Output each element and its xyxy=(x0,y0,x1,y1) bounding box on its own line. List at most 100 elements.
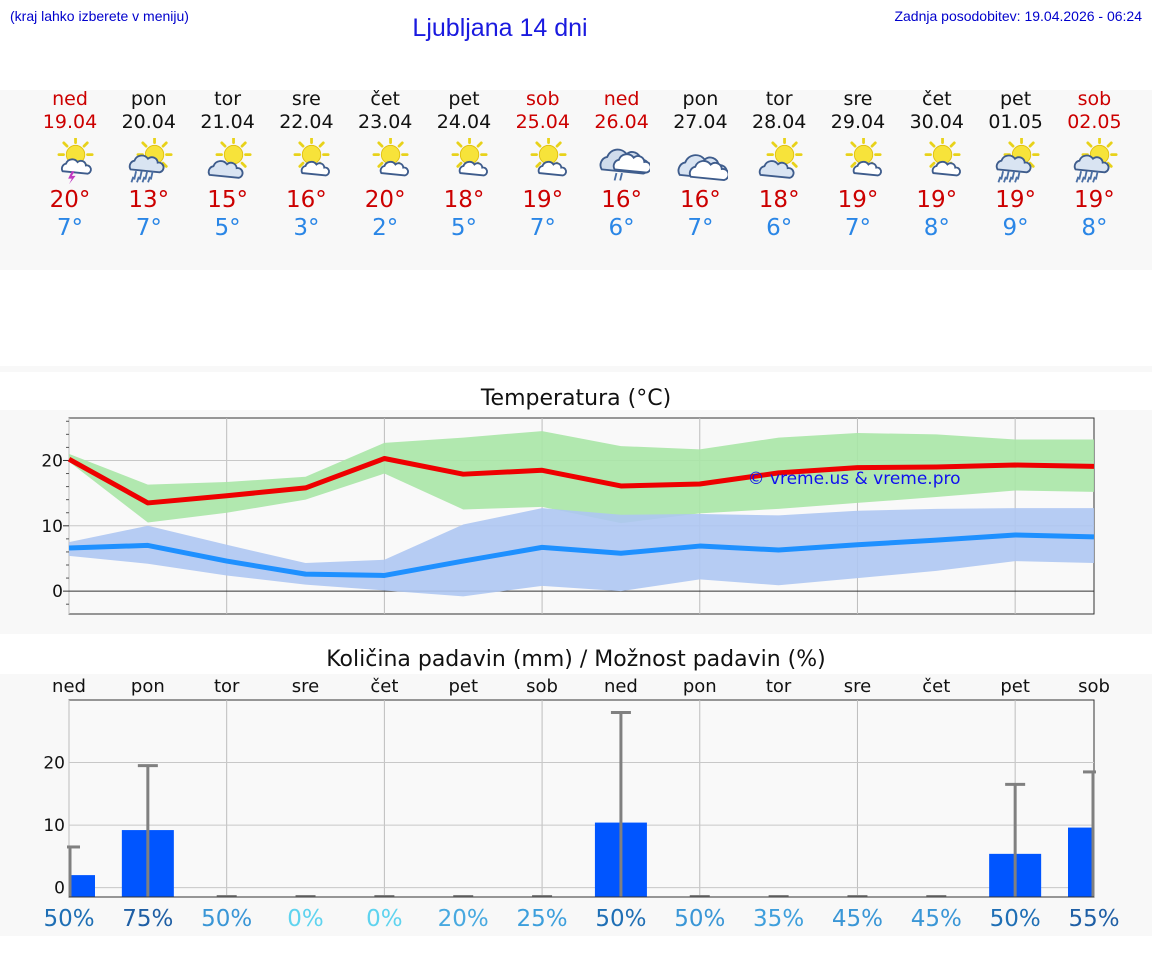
day-column: sob 25.04 19° 7° xyxy=(503,88,582,242)
y-tick-label: 20 xyxy=(41,451,63,471)
sun-cloud-rain-icon xyxy=(1074,138,1118,183)
sun-cloud-icon xyxy=(758,138,803,179)
day-name: pet xyxy=(999,88,1032,110)
day-label: sre xyxy=(292,676,319,697)
min-temperature: 7° xyxy=(687,215,714,241)
max-temperature: 18° xyxy=(758,187,800,213)
precipitation-chart: ned pon tor sre čet pet sob ned pon tor sre čet pet s… xyxy=(43,676,1119,932)
max-temperature: 19° xyxy=(1074,187,1115,213)
min-temperature: 7° xyxy=(529,215,556,241)
precipitation-probability-label: 45% xyxy=(911,906,962,932)
day-label: ned xyxy=(604,676,638,697)
day-column: sre 22.04 16° 3° xyxy=(267,88,346,242)
cloudy-icon xyxy=(677,154,729,182)
min-temperature: 7° xyxy=(844,215,872,241)
day-column: sre 29.04 19° 7° xyxy=(819,88,898,242)
day-name: sob xyxy=(526,88,560,110)
day-name: sob xyxy=(1077,88,1112,110)
min-temperature: 5° xyxy=(450,215,478,241)
last-update: Zadnja posodobitev: 19.04.2026 - 06:24 xyxy=(894,8,1142,24)
day-date: 25.04 xyxy=(515,111,570,133)
day-label: sob xyxy=(1078,676,1110,697)
min-temperature: 8° xyxy=(1081,215,1108,241)
day-label: sob xyxy=(526,676,558,697)
y-tick-label: 0 xyxy=(54,879,65,899)
precipitation-probability-label: 50% xyxy=(990,906,1041,932)
day-column: ned 19.04 20° 7° xyxy=(31,88,110,242)
day-column: pet 01.05 19° 9° xyxy=(976,88,1055,242)
precipitation-probability-label: 35% xyxy=(753,906,804,932)
max-temperature: 16° xyxy=(680,187,721,213)
day-label: tor xyxy=(214,676,240,697)
day-name: tor xyxy=(765,88,793,110)
sun-small-cloud-icon xyxy=(451,138,488,177)
sun-cloud-icon xyxy=(207,138,252,179)
day-name: ned xyxy=(603,88,640,110)
precipitation-probability-label: 0% xyxy=(366,906,403,932)
temperature-chart-title: Temperatura (°C) xyxy=(480,386,672,411)
min-temperature: 2° xyxy=(372,215,399,241)
day-column: tor 21.04 15° 5° xyxy=(188,88,267,242)
sun-small-cloud-icon xyxy=(845,138,882,177)
max-temperature-line xyxy=(67,456,1095,506)
sun-small-cloud-icon xyxy=(924,138,961,177)
day-name: pon xyxy=(682,88,719,110)
day-label: tor xyxy=(766,676,792,697)
max-temperature: 19° xyxy=(916,187,958,213)
precipitation-bar xyxy=(1068,827,1094,897)
day-label: pet xyxy=(448,676,478,697)
day-date: 26.04 xyxy=(594,111,649,133)
min-temperature: 9° xyxy=(1002,215,1029,241)
day-date: 02.05 xyxy=(1067,111,1122,133)
sun-small-cloud-icon xyxy=(530,138,567,177)
location-hint: (kraj lahko izberete v meniju) xyxy=(10,8,189,24)
max-temperature: 19° xyxy=(995,187,1036,213)
day-date: 27.04 xyxy=(673,111,728,133)
max-temperature: 18° xyxy=(443,187,485,213)
watermark-text: © vreme.us & vreme.pro xyxy=(747,469,960,489)
max-temperature: 19° xyxy=(522,187,564,213)
daily-forecast-panel xyxy=(0,90,1152,270)
sun-cloud-rain-icon xyxy=(995,138,1040,183)
page-title: Ljubljana 14 dni xyxy=(412,14,588,42)
plot-area xyxy=(68,699,1095,898)
min-temperature: 6° xyxy=(766,215,793,241)
day-date: 28.04 xyxy=(751,111,807,133)
y-tick-label: 20 xyxy=(43,754,65,774)
precipitation-probability-label: 25% xyxy=(517,906,568,932)
day-label: pet xyxy=(1000,676,1030,697)
sun-cloud-thunder-icon xyxy=(57,138,94,185)
temperature-chart: 0 10 20 © vreme.us & vreme.pro xyxy=(41,417,1095,615)
day-column: ned 26.04 16° 6° xyxy=(582,88,661,242)
y-tick-label: 0 xyxy=(52,582,63,602)
panel-divider xyxy=(0,366,1152,372)
max-temperature: 16° xyxy=(286,187,327,213)
day-column: pon 27.04 16° 7° xyxy=(661,88,740,242)
precipitation-probability-label: 50% xyxy=(43,906,94,932)
precipitation-probability-label: 75% xyxy=(122,906,173,932)
day-name: pon xyxy=(130,88,167,110)
min-temperature-line xyxy=(68,532,1095,578)
day-label: pon xyxy=(683,676,717,697)
max-temperature: 20° xyxy=(49,187,91,213)
day-column: pet 24.04 18° 5° xyxy=(425,88,504,242)
max-temperature: 16° xyxy=(601,187,642,213)
precipitation-probability-label: 0% xyxy=(287,906,324,932)
day-column: pon 20.04 13° 7° xyxy=(109,88,188,242)
min-temperature: 7° xyxy=(56,215,84,241)
day-label: čet xyxy=(922,676,950,697)
min-temperature: 5° xyxy=(214,215,241,241)
precipitation-probability-label: 50% xyxy=(674,906,725,932)
day-name: čet xyxy=(370,88,400,110)
day-label: ned xyxy=(52,676,86,697)
max-temperature: 19° xyxy=(837,187,879,213)
max-temperature: 20° xyxy=(364,187,406,213)
precipitation-bar xyxy=(69,875,95,897)
day-name: sre xyxy=(843,88,873,110)
day-date: 23.04 xyxy=(357,111,413,133)
day-date: 29.04 xyxy=(830,111,886,133)
cloud-rain-icon xyxy=(599,148,650,181)
day-name: ned xyxy=(52,88,88,110)
sun-small-cloud-icon xyxy=(293,138,331,177)
min-temperature: 3° xyxy=(293,215,320,241)
